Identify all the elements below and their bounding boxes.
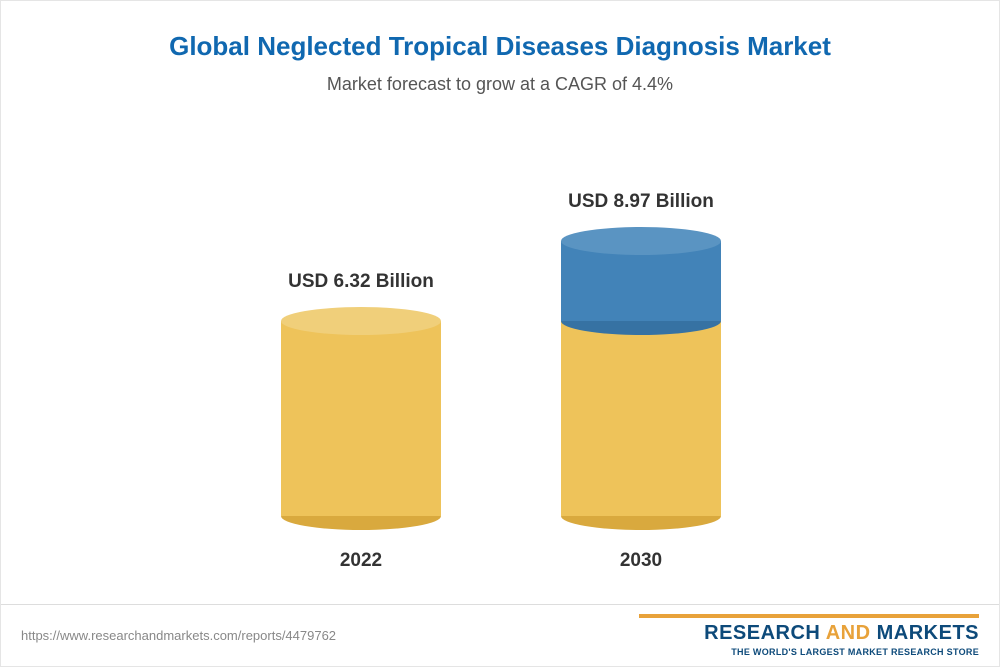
cylinder-segment (281, 321, 441, 516)
bar-year-label: 2030 (561, 550, 721, 572)
logo-word-markets: MARKETS (877, 622, 979, 644)
chart-title: Global Neglected Tropical Diseases Diagn… (1, 1, 999, 62)
infographic-container: Global Neglected Tropical Diseases Diagn… (0, 0, 1000, 667)
bar-value-label: USD 6.32 Billion (281, 271, 441, 293)
logo-accent-bar (639, 614, 979, 618)
chart-area: USD 6.32 Billion2022USD 8.97 Billion2030 (1, 141, 1000, 561)
cylinder-bar: USD 6.32 Billion 2022 (281, 271, 441, 572)
logo-word-and: AND (826, 622, 871, 644)
footer: https://www.researchandmarkets.com/repor… (1, 604, 999, 666)
cylinder-segment-top-ellipse (281, 307, 441, 335)
chart-subtitle: Market forecast to grow at a CAGR of 4.4… (1, 62, 999, 95)
cylinder-bar: USD 8.97 Billion 2030 (561, 191, 721, 572)
bar-year-label: 2022 (281, 550, 441, 572)
logo-text: RESEARCH AND MARKETS (639, 622, 979, 645)
cylinder-shape (561, 227, 721, 530)
logo-tagline: THE WORLD'S LARGEST MARKET RESEARCH STOR… (639, 647, 979, 657)
footer-url: https://www.researchandmarkets.com/repor… (21, 628, 336, 643)
logo-word-research: RESEARCH (704, 622, 820, 644)
cylinder-segment (561, 321, 721, 516)
bar-value-label: USD 8.97 Billion (561, 191, 721, 213)
cylinder-segment-top-ellipse (561, 227, 721, 255)
footer-logo: RESEARCH AND MARKETS THE WORLD'S LARGEST… (639, 614, 979, 657)
cylinder-shape (281, 307, 441, 530)
